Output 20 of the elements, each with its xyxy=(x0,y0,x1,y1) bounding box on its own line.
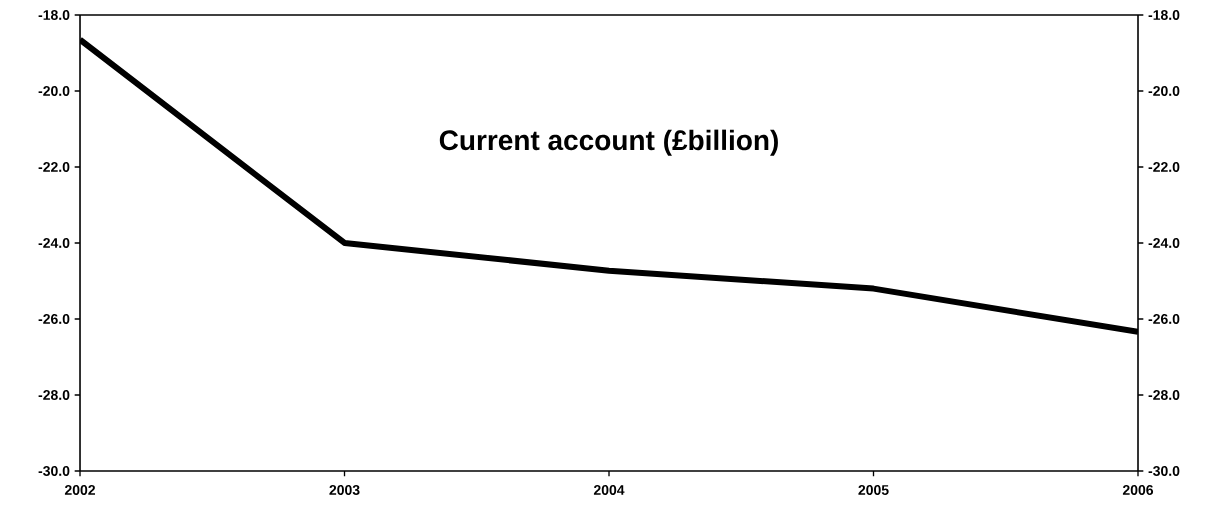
y2-tick-label: -30.0 xyxy=(1148,466,1180,476)
y-tick-label: -22.0 xyxy=(38,162,70,172)
y-tick-label: -30.0 xyxy=(38,466,70,476)
y2-tick-label: -26.0 xyxy=(1148,314,1180,324)
y2-tick-label: -28.0 xyxy=(1148,390,1180,400)
y2-tick-label: -18.0 xyxy=(1148,10,1180,20)
x-tick-label: 2003 xyxy=(329,485,360,495)
x-tick-label: 2004 xyxy=(593,485,625,495)
x-tick-label: 2006 xyxy=(1122,485,1154,495)
y-tick-label: -28.0 xyxy=(38,390,70,400)
y2-tick-label: -24.0 xyxy=(1148,238,1180,248)
text: Current account (£billion) xyxy=(439,129,778,156)
y-tick-label: -20.0 xyxy=(38,86,70,96)
y2-tick-label: -22.0 xyxy=(1148,162,1180,172)
y2-tick-label: -20.0 xyxy=(1148,86,1180,96)
x-tick-label: 2005 xyxy=(858,485,889,495)
y-tick-label: -18.0 xyxy=(38,10,70,20)
y-tick-label: -24.0 xyxy=(38,238,70,248)
y-tick-label: -26.0 xyxy=(38,314,70,324)
x-tick-label: 2002 xyxy=(64,485,96,495)
